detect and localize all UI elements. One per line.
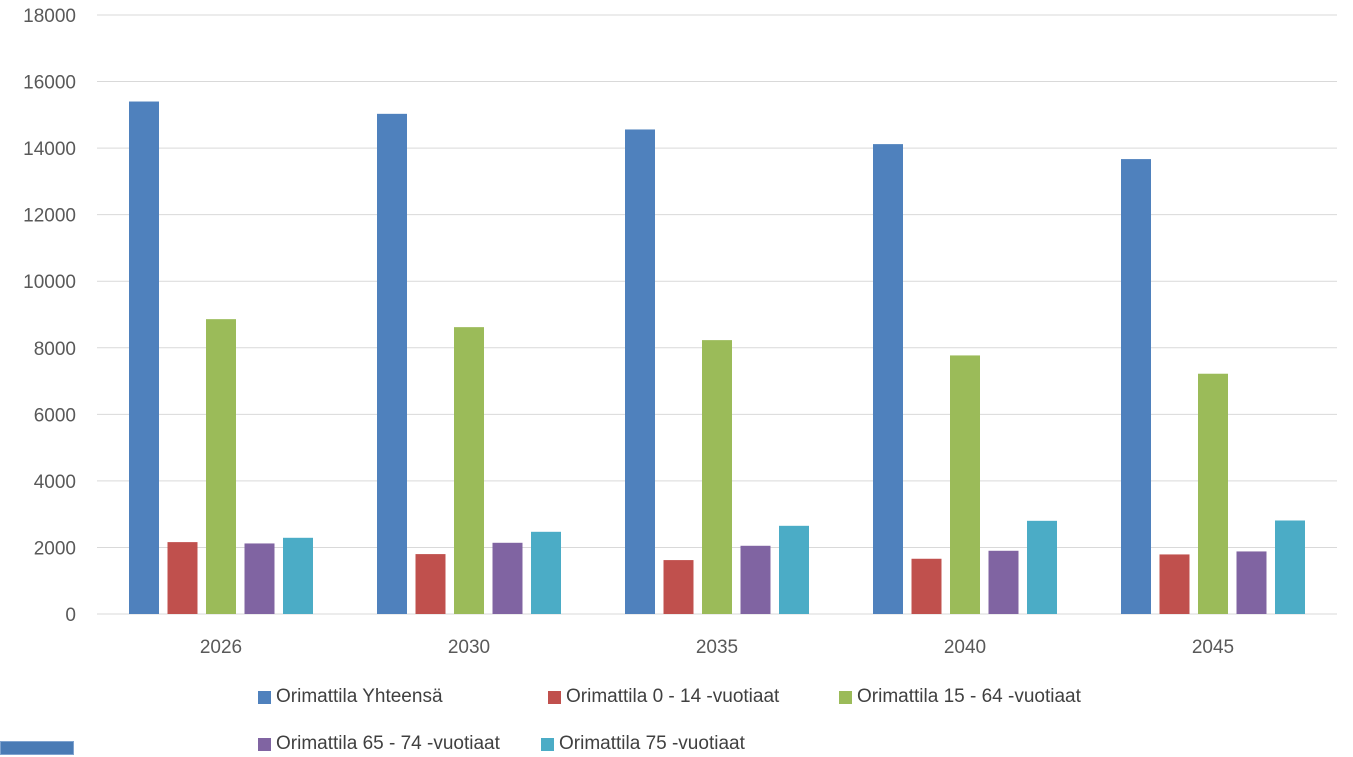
legend-swatch xyxy=(258,737,271,751)
legend-swatch xyxy=(258,690,271,704)
bar xyxy=(1159,554,1190,614)
y-tick-label: 18000 xyxy=(23,6,76,27)
bar xyxy=(988,550,1019,614)
legend-item-15-64: Orimattila 15 - 64 -vuotiaat xyxy=(839,686,1081,708)
bars xyxy=(129,101,1305,615)
corner-block xyxy=(0,741,74,755)
bar xyxy=(283,537,313,614)
legend-label: Orimattila 0 - 14 -vuotiaat xyxy=(566,686,780,707)
bar xyxy=(873,144,903,614)
bar xyxy=(779,525,809,614)
y-axis-ticks: 0 2000 4000 6000 8000 10000 12000 14000 16000 180… xyxy=(23,6,76,626)
y-tick-label: 14000 xyxy=(23,139,76,160)
y-tick-label: 2000 xyxy=(34,538,76,559)
legend-label: Orimattila 75 -vuotiaat xyxy=(559,733,745,754)
bar xyxy=(1027,520,1057,614)
bar xyxy=(740,545,771,614)
y-tick-label: 6000 xyxy=(34,405,76,426)
legend-swatch xyxy=(548,690,561,704)
legend-item-75: Orimattila 75 -vuotiaat xyxy=(541,733,745,755)
y-tick-label: 16000 xyxy=(23,73,76,94)
bar xyxy=(167,542,198,614)
y-tick-label: 12000 xyxy=(23,206,76,227)
bar xyxy=(1198,373,1228,614)
y-tick-label: 0 xyxy=(65,605,76,626)
legend-swatch xyxy=(541,737,554,751)
bar xyxy=(702,340,732,614)
legend-item-65-74: Orimattila 65 - 74 -vuotiaat xyxy=(258,733,500,755)
x-tick-label: 2030 xyxy=(448,637,490,658)
bar xyxy=(531,531,561,614)
y-tick-label: 8000 xyxy=(34,339,76,360)
legend-item-0-14: Orimattila 0 - 14 -vuotiaat xyxy=(548,686,779,708)
y-tick-label: 10000 xyxy=(23,272,76,293)
legend-label: Orimattila 15 - 64 -vuotiaat xyxy=(857,686,1081,707)
legend-row-2: Orimattila 65 - 74 -vuotiaat Orimattila … xyxy=(0,733,1353,757)
bar xyxy=(129,101,159,615)
bar xyxy=(625,129,655,614)
bar xyxy=(911,558,942,614)
legend-row-1: Orimattila Yhteensä Orimattila 0 - 14 -v… xyxy=(0,686,1353,710)
x-tick-label: 2040 xyxy=(944,637,986,658)
legend-label: Orimattila 65 - 74 -vuotiaat xyxy=(276,733,500,754)
bar xyxy=(454,327,484,614)
bar xyxy=(663,560,694,614)
x-tick-label: 2035 xyxy=(696,637,738,658)
x-axis-ticks: 2026 2030 2035 2040 2045 xyxy=(200,637,1234,658)
bar xyxy=(244,543,275,614)
bar xyxy=(950,355,980,614)
y-tick-label: 4000 xyxy=(34,472,76,493)
bar xyxy=(492,542,523,614)
bar xyxy=(1275,520,1305,614)
x-tick-label: 2026 xyxy=(200,637,242,658)
bar xyxy=(1236,551,1267,614)
bar xyxy=(1121,159,1151,614)
x-tick-label: 2045 xyxy=(1192,637,1234,658)
bar xyxy=(415,554,446,614)
legend-swatch xyxy=(839,690,852,704)
bar xyxy=(377,113,407,615)
legend-label: Orimattila Yhteensä xyxy=(276,686,443,707)
bar xyxy=(206,319,236,614)
legend-item-yhteensa: Orimattila Yhteensä xyxy=(258,686,443,708)
chart: 0 2000 4000 6000 8000 10000 12000 14000 16000 180… xyxy=(23,6,1337,658)
